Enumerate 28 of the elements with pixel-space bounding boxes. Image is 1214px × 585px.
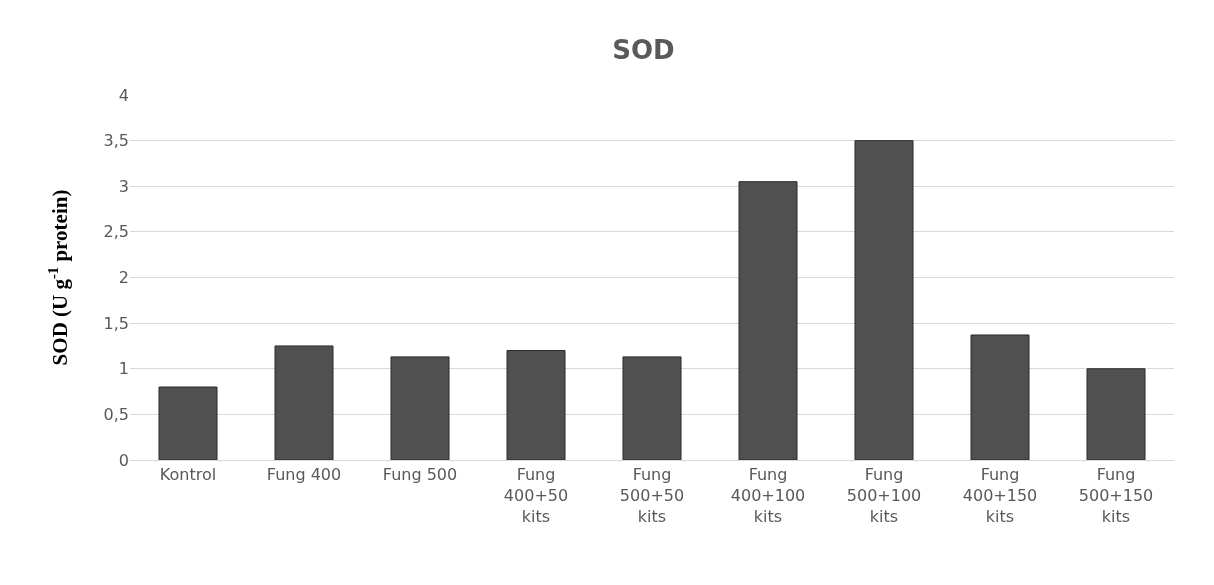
- y-tick-label: 0: [118, 450, 129, 470]
- y-tick-label: 0,5: [103, 404, 129, 424]
- bar: [738, 181, 798, 460]
- y-tick-label: 3: [118, 176, 129, 196]
- y-tick-label: 2: [118, 268, 129, 288]
- x-tick-label: Fung 500: [382, 465, 458, 485]
- x-tick-label: Fung 500+150 kits: [1078, 465, 1154, 526]
- bar: [970, 334, 1030, 460]
- x-tick-label: Fung 400+50 kits: [503, 465, 569, 526]
- bar: [506, 350, 566, 460]
- y-tick-label: 3,5: [103, 131, 129, 151]
- y-tick-label: 1,5: [103, 313, 129, 333]
- x-tick-label: Fung 400: [266, 465, 342, 485]
- x-tick-label: Fung 400+150 kits: [962, 465, 1038, 526]
- x-tick-label: Kontrol: [159, 465, 217, 485]
- bar: [274, 345, 334, 460]
- y-tick-label: 1: [118, 359, 129, 379]
- y-tick-label: 4: [118, 85, 129, 105]
- y-tick-label: 2,5: [103, 222, 129, 242]
- bar: [1086, 368, 1146, 460]
- bar: [854, 140, 914, 460]
- x-tick-label: Fung 400+100 kits: [730, 465, 806, 526]
- bar: [622, 356, 682, 460]
- x-tick-label: Fung 500+100 kits: [846, 465, 922, 526]
- bar: [158, 386, 218, 460]
- chart-title: SOD: [612, 35, 675, 66]
- x-tick-label: Fung 500+50 kits: [619, 465, 685, 526]
- bar: [390, 356, 450, 460]
